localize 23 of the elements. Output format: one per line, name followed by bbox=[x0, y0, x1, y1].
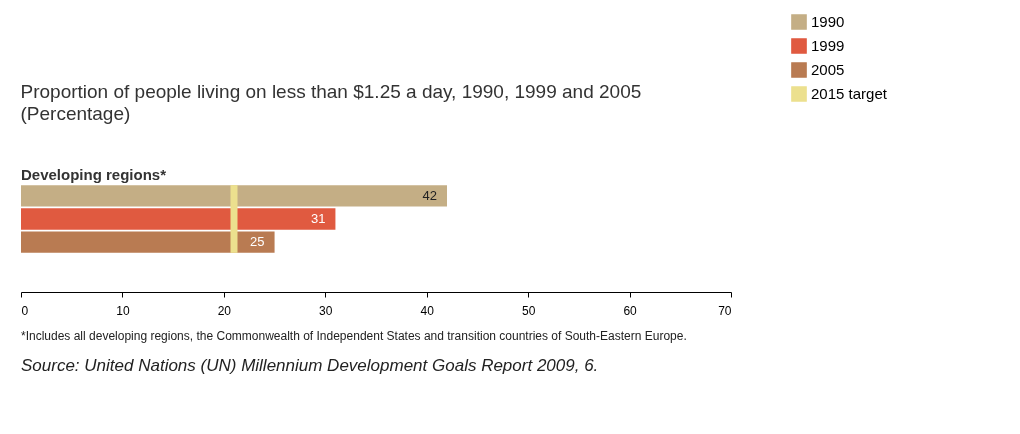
legend-label: 2005 bbox=[811, 61, 845, 78]
bar bbox=[21, 208, 336, 230]
chart-subtitle: (Percentage) bbox=[20, 103, 131, 124]
y-tick-label: Developing regions* bbox=[21, 166, 167, 184]
legend-label: 2015 target bbox=[811, 85, 888, 102]
chart-title: Proportion of people living on less than $1.25 a day, 1990, 1999 and 2005 bbox=[20, 81, 642, 102]
x-tick-label: 70 bbox=[718, 303, 732, 318]
x-tick-label: 30 bbox=[319, 303, 333, 318]
x-tick-label: 60 bbox=[623, 303, 638, 318]
legend-label: 1999 bbox=[811, 37, 845, 54]
data-label: 25 bbox=[250, 234, 265, 250]
x-tick-label: 10 bbox=[116, 303, 130, 318]
text: *Includes all developing regions, the Commonwealth of Independent States and transition countries of South-Eastern Europe. bbox=[21, 329, 687, 343]
x-tick-label: 0 bbox=[21, 303, 29, 318]
x-tick-label: 50 bbox=[521, 303, 536, 318]
data-label: 42 bbox=[422, 187, 437, 203]
data-label: 31 bbox=[310, 211, 326, 226]
bar bbox=[21, 231, 275, 253]
bar bbox=[21, 185, 447, 207]
legend-label: 1990 bbox=[811, 13, 845, 30]
source-note: Source: United Nations (UN) Millennium Development Goals Report 2009, 6. bbox=[21, 356, 599, 375]
x-tick-label: 20 bbox=[217, 303, 232, 318]
x-tick-label: 40 bbox=[420, 303, 435, 318]
